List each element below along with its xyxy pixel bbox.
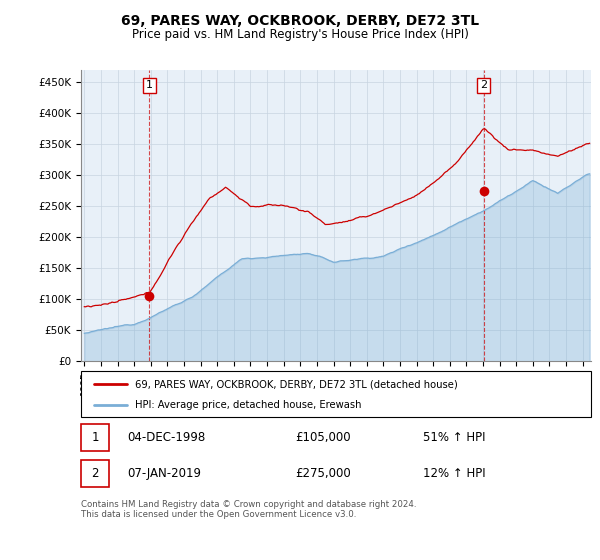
Text: 12% ↑ HPI: 12% ↑ HPI bbox=[423, 467, 485, 480]
Text: 69, PARES WAY, OCKBROOK, DERBY, DE72 3TL: 69, PARES WAY, OCKBROOK, DERBY, DE72 3TL bbox=[121, 14, 479, 28]
Text: £275,000: £275,000 bbox=[295, 467, 351, 480]
Text: 1: 1 bbox=[146, 81, 153, 91]
Text: HPI: Average price, detached house, Erewash: HPI: Average price, detached house, Erew… bbox=[134, 400, 361, 410]
Text: £105,000: £105,000 bbox=[295, 431, 351, 444]
Text: 1: 1 bbox=[91, 431, 99, 444]
Text: 69, PARES WAY, OCKBROOK, DERBY, DE72 3TL (detached house): 69, PARES WAY, OCKBROOK, DERBY, DE72 3TL… bbox=[134, 379, 457, 389]
Text: 04-DEC-1998: 04-DEC-1998 bbox=[127, 431, 205, 444]
Text: 2: 2 bbox=[91, 467, 99, 480]
Text: 2: 2 bbox=[480, 81, 487, 91]
Text: Contains HM Land Registry data © Crown copyright and database right 2024.
This d: Contains HM Land Registry data © Crown c… bbox=[81, 500, 416, 519]
Text: 07-JAN-2019: 07-JAN-2019 bbox=[127, 467, 201, 480]
Text: Price paid vs. HM Land Registry's House Price Index (HPI): Price paid vs. HM Land Registry's House … bbox=[131, 28, 469, 41]
Bar bbox=[81, 460, 109, 487]
Text: 51% ↑ HPI: 51% ↑ HPI bbox=[423, 431, 485, 444]
Bar bbox=[81, 424, 109, 451]
